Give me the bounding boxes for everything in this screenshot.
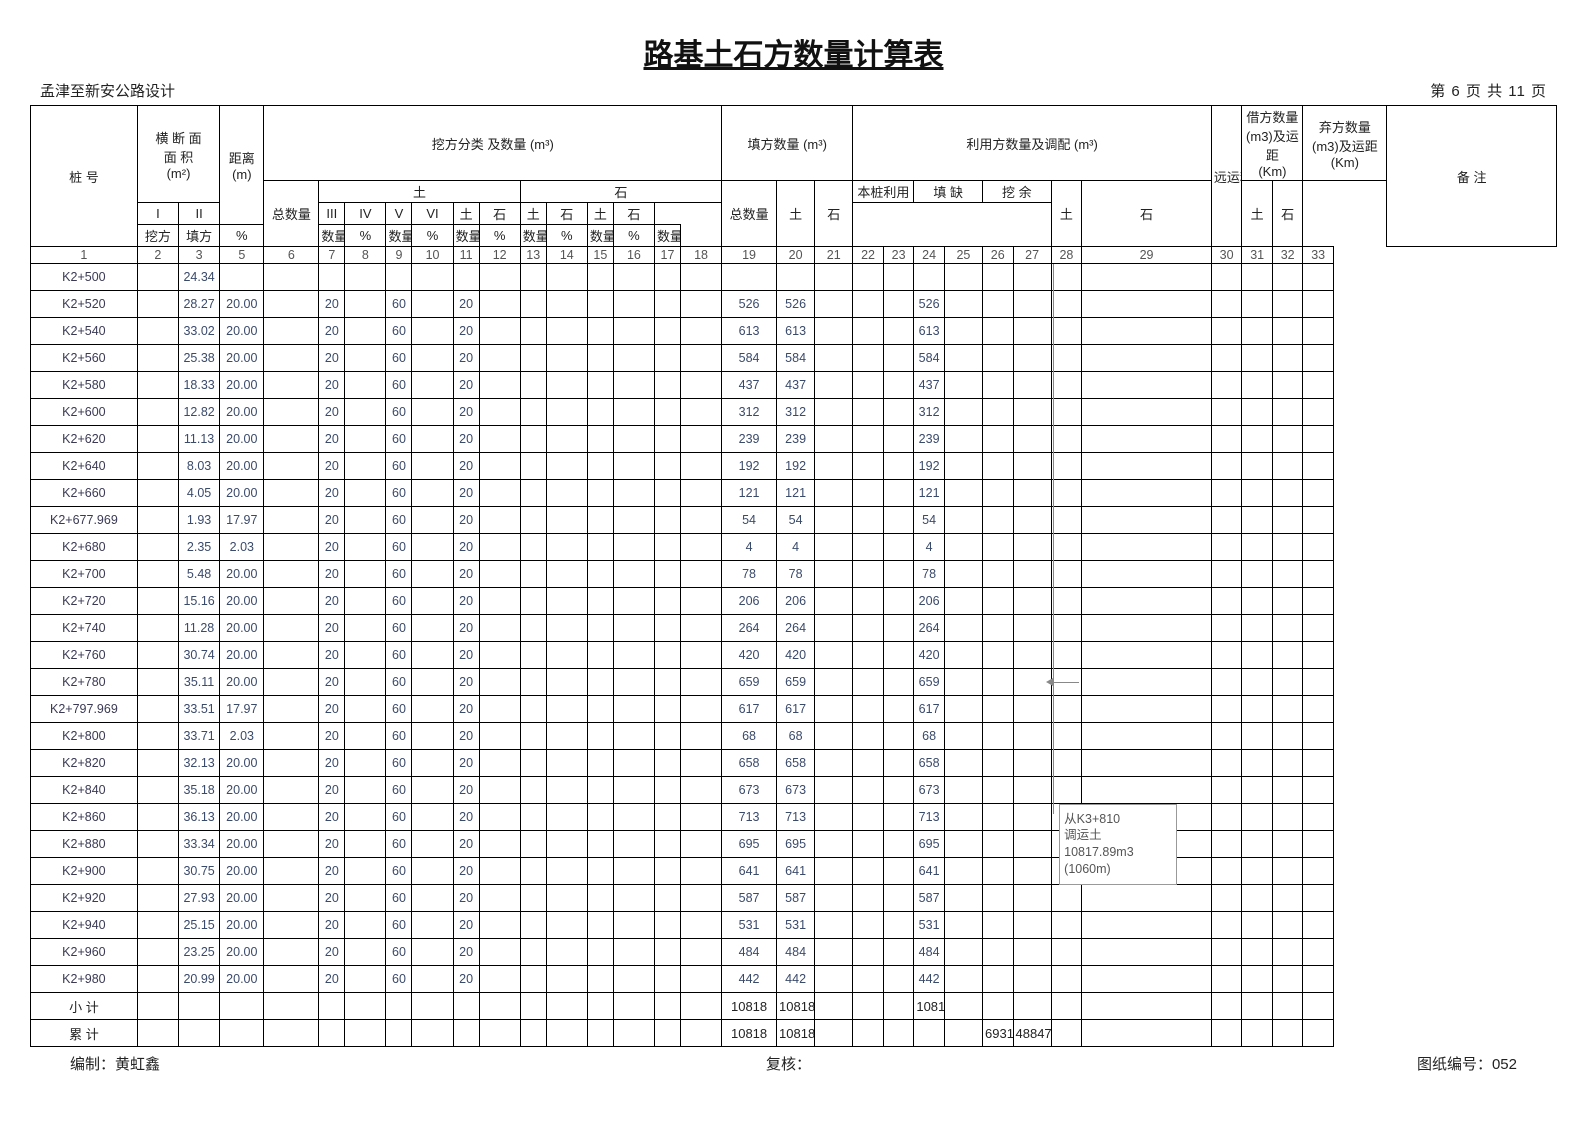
table-row[interactable]: K2+600 12.82 20.00 20 60 20 312 312 312	[31, 399, 1557, 426]
col-header-q1: 数量	[319, 225, 345, 247]
compiled-by: 编制：黄虹鑫	[70, 1053, 160, 1074]
subhead-row: 孟津至新安公路设计 第 6 页 共 11 页	[40, 80, 1547, 101]
col-header-remote-note: 远运利用及纵向调配示意	[1211, 106, 1242, 247]
col-header-waste-rock: 石	[1272, 181, 1303, 247]
col-header-fill-qty: 填方数量 (m³)	[722, 106, 853, 181]
footer-row: 编制：黄虹鑫 复核： 图纸编号：052	[70, 1053, 1517, 1074]
col-header-lack-soil: 土	[520, 203, 546, 225]
col-header-q4: 数量	[520, 225, 546, 247]
table-row[interactable]: K2+720 15.16 20.00 20 60 20 206 206 206	[31, 588, 1557, 615]
col-header-q6: 数量	[654, 225, 680, 247]
col-header-q3: 数量	[453, 225, 479, 247]
table-row[interactable]: K2+660 4.05 20.00 20 60 20 121 121 121	[31, 480, 1557, 507]
annotation-connector-vertical	[1053, 264, 1054, 814]
col-header-waste: 弃方数量 (m3)及运距 (Km)	[1303, 106, 1387, 181]
table-row[interactable]: K2+700 5.48 20.00 20 60 20 78 78 78	[31, 561, 1557, 588]
table-row[interactable]: K2+540 33.02 20.00 20 60 20 613 613 613	[31, 318, 1557, 345]
col-header-soil-3: III	[319, 203, 345, 225]
col-header-rock: 石	[520, 181, 721, 203]
project-name: 孟津至新安公路设计	[40, 80, 175, 101]
annotation-line-2: 调运土	[1064, 827, 1172, 844]
col-header-p1: %	[220, 225, 264, 247]
annotation-line-3: 10817.89m3	[1064, 844, 1172, 861]
table-row[interactable]: K2+960 23.25 20.00 20 60 20 484 484 484	[31, 939, 1557, 966]
col-header-fill-soil: 土	[777, 181, 815, 247]
col-header-p4: %	[479, 225, 520, 247]
subtotal-row: 小 计108181081810818	[31, 993, 1557, 1020]
table-row[interactable]: K2+780 35.11 20.00 20 60 20 659 659 659	[31, 669, 1557, 696]
col-header-remark: 备 注	[1387, 106, 1557, 247]
col-header-soil: 土	[319, 181, 520, 203]
col-header-p2: %	[345, 225, 386, 247]
table-row[interactable]: K2+520 28.27 20.00 20 60 20 526 526 526	[31, 291, 1557, 318]
col-header-fill: 填方	[179, 225, 220, 247]
col-header-usage-self: 本桩利用	[853, 181, 914, 203]
col-header-rock-4: IV	[345, 203, 386, 225]
col-header-surplus-rock: 石	[613, 203, 654, 225]
table-row[interactable]: K2+740 11.28 20.00 20 60 20 264 264 264	[31, 615, 1557, 642]
table-row[interactable]: K2+680 2.35 2.03 20 60 20 4 4 4	[31, 534, 1557, 561]
col-header-rock-5: V	[386, 203, 412, 225]
table-row[interactable]: K2+580 18.33 20.00 20 60 20 437 437 437	[31, 372, 1557, 399]
col-header-total-qty: 总数量	[264, 181, 319, 247]
annotation-line-4: (1060m)	[1064, 861, 1172, 878]
table-row[interactable]: K2+900 30.75 20.00 20 60 20 641 641 641	[31, 858, 1557, 885]
col-header-exc: 挖方	[137, 225, 178, 247]
col-header-borrow-rock: 石	[1082, 181, 1212, 247]
table-row[interactable]: K2+880 33.34 20.00 20 60 20 695 695 695	[31, 831, 1557, 858]
col-header-fill-total: 总数量	[722, 181, 777, 247]
col-header-stake: 桩 号	[31, 106, 138, 247]
earthwork-table: 桩 号 横 断 面 面 积 (m²) 距离 (m) 挖方分类 及数量 (m³) …	[30, 105, 1557, 1047]
col-header-borrow: 借方数量 (m3)及运距 (Km)	[1242, 106, 1303, 181]
table-row[interactable]: K2+820 32.13 20.00 20 60 20 658 658 658	[31, 750, 1557, 777]
table-row[interactable]: K2+620 11.13 20.00 20 60 20 239 239 239	[31, 426, 1557, 453]
col-header-lack-rock: 石	[546, 203, 587, 225]
reviewed-by: 复核：	[766, 1053, 811, 1074]
col-header-p6: %	[613, 225, 654, 247]
table-row[interactable]: K2+940 25.15 20.00 20 60 20 531 531 531	[31, 912, 1557, 939]
col-header-soil-2: II	[179, 203, 220, 225]
col-header-usage-lack: 填 缺	[914, 181, 983, 203]
col-header-usage: 利用方数量及调配 (m³)	[853, 106, 1212, 181]
col-header-q5: 数量	[587, 225, 613, 247]
col-header-rock-6: VI	[412, 203, 453, 225]
remote-transport-annotation: 从K3+810 调运土 10817.89m3 (1060m)	[1059, 804, 1177, 886]
column-numbers-row: 1 2 3 5 6 7 8 9 10 11 12 13 14 15 16 17 …	[31, 247, 1557, 264]
col-header-usage-surplus: 挖 余	[983, 181, 1052, 203]
col-header-cross-section-area: 横 断 面 面 积 (m²)	[137, 106, 219, 203]
col-header-waste-soil: 土	[1242, 181, 1273, 247]
annotation-arrow-icon	[1046, 678, 1053, 686]
cumulative-row: 累 计10818108186931248847	[31, 1020, 1557, 1047]
table-row[interactable]: K2+980 20.99 20.00 20 60 20 442 442 442	[31, 966, 1557, 993]
table-row[interactable]: K2+500 24.34	[31, 264, 1557, 291]
table-row[interactable]: K2+797.969 33.51 17.97 20 60 20 617 617 617	[31, 696, 1557, 723]
table-row[interactable]: K2+800 33.71 2.03 20 60 20 68 68 68	[31, 723, 1557, 750]
col-header-distance: 距离 (m)	[220, 106, 264, 225]
col-header-p5: %	[546, 225, 587, 247]
document-title: 路基土石方数量计算表	[30, 30, 1557, 74]
col-header-self-rock: 石	[479, 203, 520, 225]
col-header-surplus-soil: 土	[587, 203, 613, 225]
table-row[interactable]: K2+640 8.03 20.00 20 60 20 192 192 192	[31, 453, 1557, 480]
annotation-line-1: 从K3+810	[1064, 811, 1172, 828]
col-header-p3: %	[412, 225, 453, 247]
table-row[interactable]: K2+860 36.13 20.00 20 60 20 713 713 713	[31, 804, 1557, 831]
col-header-self-soil: 土	[453, 203, 479, 225]
table-row[interactable]: K2+677.969 1.93 17.97 20 60 20 54 54 54	[31, 507, 1557, 534]
col-header-fill-rock: 石	[815, 181, 853, 247]
table-row[interactable]: K2+840 35.18 20.00 20 60 20 673 673 673	[31, 777, 1557, 804]
table-row[interactable]: K2+560 25.38 20.00 20 60 20 584 584 584	[31, 345, 1557, 372]
col-header-soil-1: I	[137, 203, 178, 225]
table-wrapper: 桩 号 横 断 面 面 积 (m²) 距离 (m) 挖方分类 及数量 (m³) …	[30, 105, 1557, 1047]
col-header-q2: 数量	[386, 225, 412, 247]
col-header-excavation-category: 挖方分类 及数量 (m³)	[264, 106, 722, 181]
page-info: 第 6 页 共 11 页	[1430, 80, 1547, 101]
col-header-borrow-soil: 土	[1051, 181, 1082, 247]
document-page: 路基土石方数量计算表 孟津至新安公路设计 第 6 页 共 11 页	[0, 0, 1587, 1122]
table-row[interactable]: K2+760 30.74 20.00 20 60 20 420 420 420	[31, 642, 1557, 669]
table-row[interactable]: K2+920 27.93 20.00 20 60 20 587 587 587	[31, 885, 1557, 912]
annotation-connector-horizontal	[1053, 682, 1079, 683]
drawing-number: 图纸编号：052	[1417, 1053, 1517, 1074]
